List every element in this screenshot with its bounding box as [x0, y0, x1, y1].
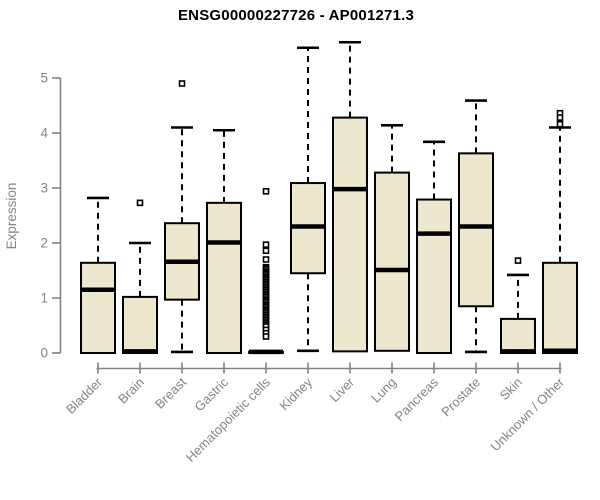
- iqr-box: [206, 201, 242, 354]
- chart-title: ENSG00000227726 - AP001271.3: [177, 7, 415, 24]
- y-tick-label: 4: [40, 126, 48, 141]
- x-category-label: Pancreas: [392, 374, 442, 424]
- x-category-label: Gastric: [191, 374, 231, 414]
- x-category-label: Brain: [115, 375, 147, 407]
- y-tick-label: 2: [40, 236, 48, 251]
- iqr-box: [500, 317, 536, 354]
- boxplot-unknown-other: [542, 109, 578, 354]
- y-tick-label: 5: [40, 71, 48, 86]
- outlier-point: [262, 241, 270, 248]
- outlier-point: [262, 256, 270, 263]
- boxplot-bladder: [80, 196, 116, 354]
- y-tick-label: 1: [40, 291, 48, 306]
- outlier-point: [556, 114, 564, 121]
- boxplot-pancreas: [416, 140, 452, 354]
- iqr-box: [332, 116, 368, 353]
- boxplot-brain: [122, 199, 158, 354]
- outlier-point: [178, 80, 186, 87]
- boxplot-prostate: [458, 99, 494, 354]
- x-category-label: Lung: [368, 375, 399, 406]
- iqr-box: [80, 261, 116, 354]
- iqr-box: [542, 261, 578, 354]
- y-tick-label: 3: [40, 181, 48, 196]
- y-axis-label: Expression: [4, 183, 19, 250]
- boxplot-gastric: [206, 128, 242, 354]
- x-category-label: Prostate: [438, 375, 483, 420]
- x-category-label: Unknown / Other: [488, 374, 568, 454]
- outlier-point: [556, 120, 564, 128]
- boxplot-liver: [332, 40, 368, 353]
- iqr-box: [458, 152, 494, 308]
- iqr-box: [122, 295, 158, 354]
- boxplot-breast: [164, 80, 200, 354]
- outlier-point: [262, 333, 270, 340]
- x-category-label: Skin: [497, 375, 525, 403]
- x-category-label: Kidney: [276, 374, 315, 413]
- outlier-point: [136, 199, 144, 207]
- outlier-point: [262, 247, 270, 254]
- iqr-box: [374, 171, 410, 352]
- iqr-box: [416, 198, 452, 354]
- outlier-point: [262, 188, 270, 195]
- x-category-label: Breast: [152, 374, 189, 411]
- boxplot-kidney: [290, 46, 326, 353]
- outlier-point: [514, 257, 522, 264]
- boxplot-series: [80, 40, 578, 355]
- y-tick-label: 0: [40, 346, 48, 361]
- x-category-label: Liver: [327, 374, 358, 405]
- boxplot-skin: [500, 257, 536, 354]
- x-category-label: Bladder: [63, 374, 106, 417]
- boxplot-lung: [374, 124, 410, 352]
- boxplot-hematopoietic-cells: [248, 188, 284, 355]
